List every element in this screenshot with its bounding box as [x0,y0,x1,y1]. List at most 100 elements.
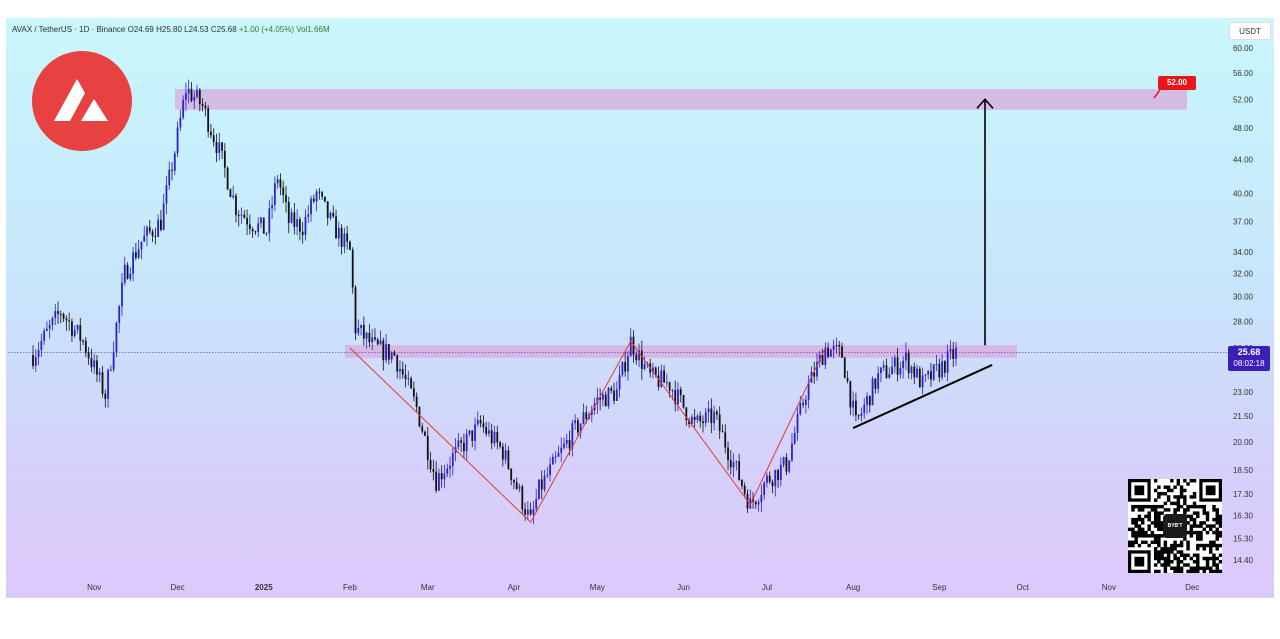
candle [84,336,87,358]
candle [57,301,59,324]
candle [871,376,874,406]
qr-module [1209,569,1213,574]
qr-finder-core [1134,556,1145,567]
candle [310,195,312,222]
qr-module [1128,540,1132,545]
current-price-value: 25.68 [1237,347,1261,357]
candle [868,395,871,413]
qr-module [1153,563,1158,567]
candle-body [682,394,685,408]
x-tick-label: Dec [170,583,184,592]
candle [860,407,863,422]
candle-body [624,362,627,372]
candle [293,202,296,235]
qr-module [1196,524,1200,528]
qr-module [1192,530,1197,535]
candle [902,356,905,379]
candle [757,499,760,512]
candle [204,101,207,117]
candle [112,341,115,372]
qr-module [1212,556,1216,561]
candle-body [187,88,190,94]
candle [796,406,799,441]
candle [807,375,810,409]
candle-body [507,450,510,469]
candle [877,366,880,394]
qr-module [1150,540,1155,545]
qr-module [1131,540,1135,545]
qr-module [1215,527,1219,532]
candle [693,408,696,428]
qr-module [1218,560,1223,564]
candle-body [201,103,204,106]
candle [438,468,440,491]
candle [696,413,699,424]
candle [682,394,685,409]
candle-body [785,457,788,472]
candle-body [757,502,760,505]
qr-module [1212,508,1216,512]
candle [326,201,329,226]
candle [71,318,73,342]
candle [585,405,588,424]
qr-module [1140,534,1145,538]
candle [905,342,907,371]
candle-body [540,479,543,490]
chart-area[interactable] [6,18,1274,598]
candle [574,414,577,430]
candle [804,395,807,414]
candle [788,460,791,474]
candle-body [154,235,157,237]
qr-module [1212,560,1216,564]
qr-module [1160,521,1164,525]
candle-body [702,421,704,424]
candle [538,479,540,501]
candle-body [866,395,868,405]
candle [471,430,474,448]
candle-body [796,414,799,434]
qr-module [1205,543,1210,548]
candle [98,368,101,383]
candle-body [374,337,376,340]
symbol-label[interactable]: AVAX / TetherUS · 1D · Binance [12,25,126,34]
qr-finder-core [1134,485,1145,496]
candle-body [804,399,807,405]
y-tick-label: 23.00 [1233,388,1254,397]
candle-body [468,430,471,434]
candle-body [337,227,340,239]
qr-module [1153,547,1158,551]
currency-unit-button[interactable]: USDT [1229,22,1271,40]
close-value: C25.68 [210,25,237,34]
candle-body [521,486,524,510]
candle-body [465,433,468,452]
qr-module [1147,543,1151,548]
qr-module [1196,563,1200,567]
qr-module [1166,550,1171,554]
candle [743,482,746,498]
qr-module [1192,560,1197,564]
candle-body [571,423,574,449]
candle [874,378,877,394]
candle [521,484,524,514]
qr-module [1134,517,1138,522]
candle-body [891,366,893,375]
qr-module [1163,569,1168,574]
candle-body [688,420,690,424]
qr-module [1140,530,1145,535]
candle [362,316,365,346]
high-value: H25.80 [156,25,182,34]
qr-module [1215,543,1219,548]
qr-module [1153,556,1158,561]
candle-body [240,214,243,216]
candle [354,285,357,341]
qr-module [1205,563,1210,567]
candle [674,380,677,412]
candle-body [221,142,223,151]
candle-body [568,439,571,449]
candle-body [463,442,465,452]
candle-body [685,407,688,421]
qr-module [1128,543,1132,548]
qr-module [1173,543,1177,548]
candle [154,227,157,245]
